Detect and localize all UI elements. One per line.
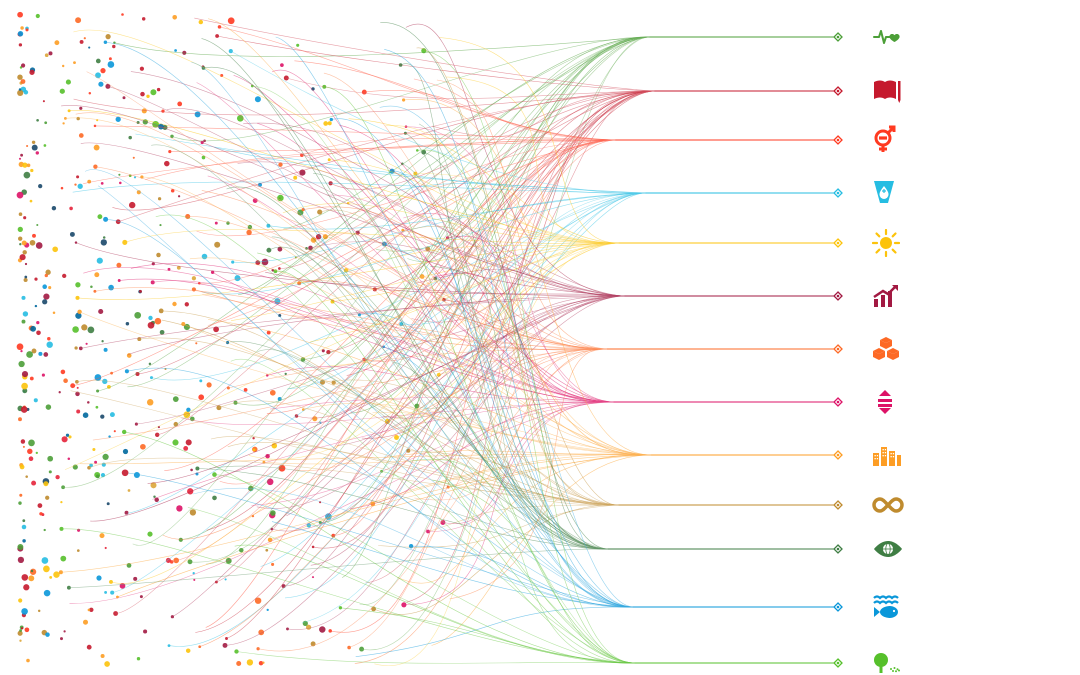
infinity-icon bbox=[872, 496, 904, 514]
gender-equal-icon bbox=[872, 125, 898, 155]
fish-waves-icon bbox=[872, 594, 902, 620]
flow-canvas bbox=[0, 0, 1080, 675]
sdg-flow-diagram bbox=[0, 0, 1080, 675]
sun-icon bbox=[872, 229, 900, 257]
equalize-icon bbox=[872, 389, 898, 415]
city-icon bbox=[872, 443, 902, 467]
pulse-heart-icon bbox=[872, 26, 902, 48]
growth-chart-icon bbox=[872, 283, 900, 309]
tree-icon bbox=[872, 651, 902, 675]
book-icon bbox=[872, 79, 902, 103]
eye-globe-icon bbox=[872, 539, 904, 559]
water-drop-icon bbox=[872, 179, 896, 207]
cubes-icon bbox=[872, 336, 900, 362]
